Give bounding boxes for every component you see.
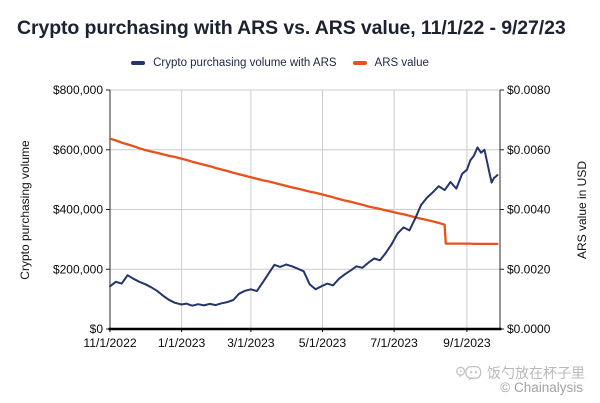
legend-label-ars: ARS value — [374, 57, 429, 69]
volume-line — [109, 146, 499, 307]
left-tick-label: $800,000 — [53, 83, 103, 97]
x-tick-label: 1/1/2023 — [158, 336, 206, 350]
legend: Crypto purchasing volume with ARS ARS va… — [0, 57, 560, 69]
legend-item-volume: Crypto purchasing volume with ARS — [131, 57, 337, 69]
chat-bubbles-icon — [456, 365, 482, 381]
x-tick-label: 3/1/2023 — [227, 336, 275, 350]
left-tick-label: $200,000 — [53, 262, 103, 276]
watermark: 饭勺放在杯子里 — [455, 363, 585, 383]
right-tick-label: $0.0040 — [507, 203, 551, 217]
left-tick-label: $0 — [90, 322, 104, 336]
chart-title: Crypto purchasing with ARS vs. ARS value… — [17, 17, 566, 39]
legend-label-volume: Crypto purchasing volume with ARS — [153, 57, 337, 69]
legend-marker-volume — [131, 61, 146, 65]
credit: © Chainalysis — [500, 380, 583, 395]
x-tick-label: 7/1/2023 — [370, 336, 418, 350]
right-tick-label: $0.0020 — [507, 262, 551, 276]
x-tick-label: 11/1/2022 — [83, 336, 137, 350]
x-tick-label: 9/1/2023 — [443, 336, 491, 350]
right-tick-label: $0.0060 — [507, 143, 551, 157]
left-tick-label: $600,000 — [53, 143, 103, 157]
ars-value-line — [108, 137, 499, 246]
right-tick-label: $0.0080 — [507, 83, 551, 97]
left-axis-title: Crypto purchasing volume — [18, 140, 32, 280]
x-tick-label: 5/1/2023 — [299, 336, 347, 350]
watermark-text: 饭勺放在杯子里 — [487, 365, 585, 381]
legend-item-ars: ARS value — [352, 57, 429, 69]
right-tick-label: $0.0000 — [507, 322, 551, 336]
right-axis-title: ARS value in USD — [575, 160, 589, 260]
legend-marker-ars — [352, 61, 367, 65]
left-tick-label: $400,000 — [53, 203, 103, 217]
